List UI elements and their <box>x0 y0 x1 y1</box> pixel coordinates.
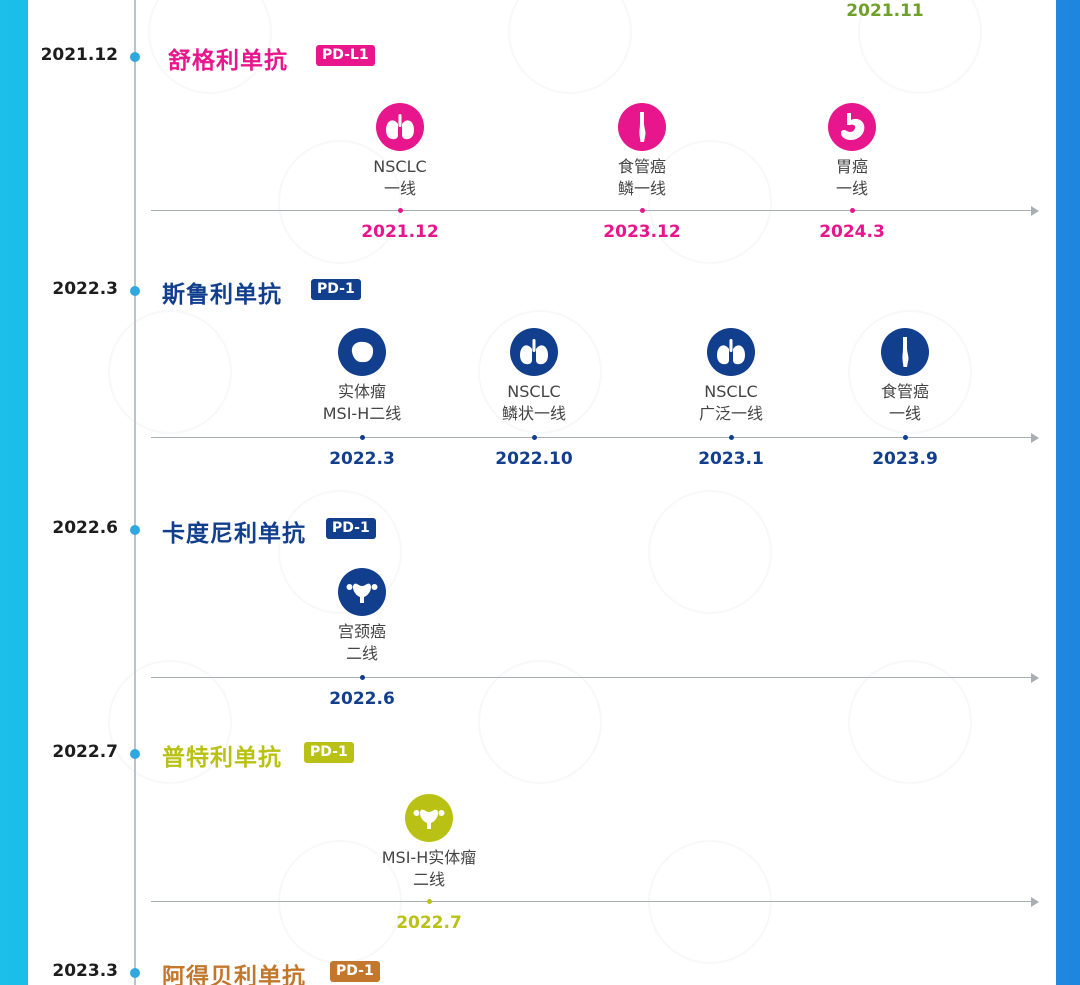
indication-line: 鳞状一线 <box>501 404 566 423</box>
indication-line: 宫颈癌 <box>337 622 386 641</box>
indication-label: 食管癌 鳞一线 <box>572 156 712 200</box>
esophagus-icon <box>618 103 666 151</box>
watermark-stamp <box>848 310 972 434</box>
approval-date: 2022.6 <box>329 689 395 709</box>
drug-name: 阿得贝利单抗 <box>162 964 306 985</box>
uterus-icon <box>405 794 453 842</box>
watermark-stamp <box>108 310 232 434</box>
indication-line: 二线 <box>345 644 378 663</box>
target-badge: PD-1 <box>330 961 380 982</box>
indication-line: 食管癌 <box>880 382 929 401</box>
axis-tick <box>728 435 734 440</box>
approval-date: 2021.12 <box>361 222 439 242</box>
indication-label: 宫颈癌 二线 <box>292 621 432 665</box>
main-timeline-spine <box>134 0 136 985</box>
drug-name: 普特利单抗 <box>162 745 282 771</box>
axis-tick <box>531 435 537 440</box>
axis-tick <box>639 208 645 213</box>
indication-label: NSCLC 广泛一线 <box>661 381 801 425</box>
axis-tick <box>359 435 365 440</box>
spine-dot <box>130 286 140 296</box>
event-axis <box>151 677 1031 678</box>
approval-date: 2022.10 <box>495 449 573 469</box>
indication-line: MSI-H实体瘤 <box>381 848 477 867</box>
indication-line: NSCLC <box>373 157 427 176</box>
stomach-icon <box>828 103 876 151</box>
watermark-stamp <box>278 140 402 264</box>
indication-line: MSI-H二线 <box>322 404 402 423</box>
indication-line: 广泛一线 <box>698 404 763 423</box>
indication-line: 一线 <box>888 404 921 423</box>
indication-label: 胃癌 一线 <box>782 156 922 200</box>
indication-label: 食管癌 一线 <box>835 381 975 425</box>
axis-tick <box>426 899 432 904</box>
indication-label: NSCLC 一线 <box>330 156 470 200</box>
section-start-date: 2022.7 <box>52 742 118 762</box>
lung-icon <box>707 328 755 376</box>
axis-arrow <box>1031 896 1039 907</box>
target-badge: PD-1 <box>304 742 354 763</box>
indication-line: 鳞一线 <box>617 179 666 198</box>
spine-dot <box>130 749 140 759</box>
indication-label: NSCLC 鳞状一线 <box>464 381 604 425</box>
spine-dot <box>130 968 140 978</box>
watermark-stamp <box>108 660 232 784</box>
indication-line: 胃癌 <box>835 157 868 176</box>
drug-name: 舒格利单抗 <box>168 48 288 74</box>
section-start-date: 2021.12 <box>40 45 118 65</box>
watermark-stamp <box>478 310 602 434</box>
indication-line: 二线 <box>412 870 445 889</box>
indication-line: 一线 <box>835 179 868 198</box>
event-axis <box>151 901 1031 902</box>
target-badge: PD-1 <box>326 518 376 539</box>
approval-date: 2022.7 <box>396 913 462 933</box>
approval-date: 2024.3 <box>819 222 885 242</box>
indication-line: 一线 <box>383 179 416 198</box>
indication-label: MSI-H实体瘤 二线 <box>359 847 499 891</box>
section-start-date: 2022.6 <box>52 518 118 538</box>
axis-arrow <box>1031 672 1039 683</box>
uterus-icon <box>338 568 386 616</box>
indication-line: NSCLC <box>507 382 561 401</box>
indication-label: 实体瘤 MSI-H二线 <box>292 381 432 425</box>
timeline-panel: 2021.11 2021.12 舒格利单抗 PD-L1 NSCLC 一线 2021.12… <box>28 0 1056 985</box>
approval-date: 2023.1 <box>698 449 764 469</box>
axis-arrow <box>1031 432 1039 443</box>
watermark-stamp <box>648 840 772 964</box>
indication-line: 实体瘤 <box>337 382 386 401</box>
lung-icon <box>510 328 558 376</box>
target-badge: PD-L1 <box>316 45 375 66</box>
approval-date: 2023.9 <box>872 449 938 469</box>
watermark-stamp <box>648 140 772 264</box>
watermark-stamp <box>508 0 632 94</box>
lung-icon <box>376 103 424 151</box>
event-axis <box>151 210 1031 211</box>
watermark-stamp <box>848 660 972 784</box>
tumor-icon <box>338 328 386 376</box>
axis-tick <box>397 208 403 213</box>
spine-dot <box>130 525 140 535</box>
event-axis <box>151 437 1031 438</box>
watermark-stamp <box>478 660 602 784</box>
watermark-stamp <box>648 490 772 614</box>
spine-dot <box>130 52 140 62</box>
approval-date: 2023.12 <box>603 222 681 242</box>
indication-line: 食管癌 <box>617 157 666 176</box>
drug-name: 斯鲁利单抗 <box>162 282 282 308</box>
esophagus-icon <box>881 328 929 376</box>
section-start-date: 2022.3 <box>52 279 118 299</box>
axis-arrow <box>1031 205 1039 216</box>
target-badge: PD-1 <box>311 279 361 300</box>
axis-tick <box>902 435 908 440</box>
top-event-date: 2021.11 <box>846 1 924 21</box>
approval-date: 2022.3 <box>329 449 395 469</box>
indication-line: NSCLC <box>704 382 758 401</box>
section-start-date: 2023.3 <box>52 961 118 981</box>
watermark-stamp <box>278 490 402 614</box>
axis-tick <box>849 208 855 213</box>
axis-tick <box>359 675 365 680</box>
drug-name: 卡度尼利单抗 <box>162 521 306 547</box>
